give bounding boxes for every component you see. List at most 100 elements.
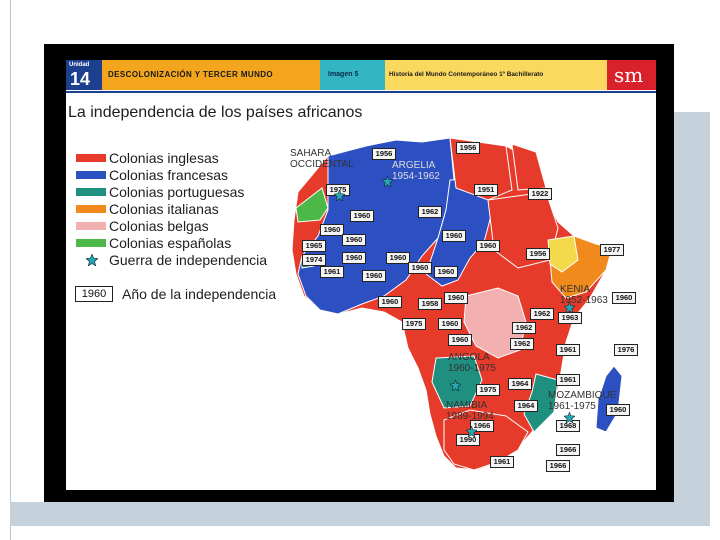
year-box: 1960 <box>444 292 468 304</box>
region-namibia: NAMIBIA 1989-1994 <box>446 400 494 422</box>
year-box: 1922 <box>528 188 552 200</box>
war-star-icon <box>450 380 461 391</box>
region-name: ANGOLA <box>448 352 490 363</box>
unit-badge: Unidad 14 <box>66 60 102 90</box>
unit-number: 14 <box>70 69 91 89</box>
war-star-icon <box>334 190 345 201</box>
year-box: 1960 <box>378 296 402 308</box>
region-dates: 1960-1975 <box>448 363 496 374</box>
year-box: 1960 <box>438 318 462 330</box>
year-box: 1964 <box>514 400 538 412</box>
map-title: La independencia de los países africanos <box>68 104 363 121</box>
region-name: MOZAMBIQUE <box>548 390 617 401</box>
year-box: 1960 <box>612 292 636 304</box>
year-box: 1990 <box>456 434 480 446</box>
region-name: NAMIBIA <box>446 400 488 411</box>
year-box: 1960 <box>434 266 458 278</box>
legend-swatch <box>76 188 106 196</box>
year-box: 1962 <box>418 206 442 218</box>
region-name: OCCIDENTAL <box>290 159 354 170</box>
year-box: 1961 <box>490 456 514 468</box>
slide-background-band <box>668 112 710 502</box>
image-label-banner: Imagen 5 <box>320 60 385 90</box>
course-text: Historia del Mundo Contemporáneo 1º Bach… <box>389 71 544 78</box>
region-sahara: SAHARA OCCIDENTAL <box>290 148 354 170</box>
year-box: 1960 <box>350 210 374 222</box>
year-key-label: Año de la independencia <box>122 286 277 302</box>
war-star-icon <box>564 302 575 313</box>
region-dates: 1952-1963 <box>560 295 608 306</box>
year-box: 1960 <box>320 224 344 236</box>
legend-label: Colonias belgas <box>109 218 209 234</box>
year-box: 1966 <box>556 444 580 456</box>
year-box: 1960 <box>342 234 366 246</box>
year-box: 1965 <box>302 240 326 252</box>
unit-label: Unidad <box>69 62 90 68</box>
year-box: 1960 <box>408 262 432 274</box>
legend-swatch <box>76 239 106 247</box>
year-box: 1962 <box>512 322 536 334</box>
year-box: 1975 <box>402 318 426 330</box>
year-box: 1974 <box>302 254 326 266</box>
course-banner: Historia del Mundo Contemporáneo 1º Bach… <box>385 60 607 90</box>
region-angola: ANGOLA 1960-1975 <box>448 352 496 374</box>
year-box: 1966 <box>546 460 570 472</box>
year-box: 1976 <box>614 344 638 356</box>
year-box: 1951 <box>474 184 498 196</box>
year-box: 1956 <box>456 142 480 154</box>
year-box: 1960 <box>448 334 472 346</box>
region-dates: 1961-1975 <box>548 401 596 412</box>
region-name: ARGELIA <box>392 160 436 171</box>
war-star-icon <box>564 412 575 423</box>
topic-banner: DESCOLONIZACIÓN Y TERCER MUNDO <box>102 60 320 90</box>
year-box: 1958 <box>418 298 442 310</box>
year-box: 1960 <box>442 230 466 242</box>
year-box: 1960 <box>342 252 366 264</box>
slide-frame-line <box>10 0 11 540</box>
year-box: 1961 <box>556 374 580 386</box>
year-box: 1964 <box>508 378 532 390</box>
slide-image: Unidad 14 DESCOLONIZACIÓN Y TERCER MUNDO… <box>66 60 656 490</box>
region-mozambique: MOZAMBIQUE 1961-1975 <box>548 390 616 412</box>
year-box: 1966 <box>470 420 494 432</box>
legend-swatch <box>76 222 106 230</box>
legend-swatch <box>76 154 106 162</box>
legend-label: Colonias italianas <box>109 201 219 217</box>
region-argelia: ARGELIA 1954-1962 <box>392 160 440 182</box>
war-star-icon <box>86 254 98 266</box>
region-kenia: KENIA 1952-1963 <box>560 284 608 306</box>
year-box: 1977 <box>600 244 624 256</box>
publisher-logo: sm <box>607 60 656 90</box>
slide-background-footer <box>10 502 710 526</box>
logo-text: sm <box>614 63 644 87</box>
spanish-sahara <box>295 187 329 223</box>
year-box: 1960 <box>362 270 386 282</box>
year-box: 1962 <box>510 338 534 350</box>
legend-label: Guerra de independencia <box>109 252 268 268</box>
war-star-icon <box>466 426 477 437</box>
legend-label: Colonias francesas <box>109 167 229 183</box>
year-box: 1961 <box>556 344 580 356</box>
ethiopia-region <box>547 235 579 273</box>
year-box: 1963 <box>558 312 582 324</box>
portuguese-angola <box>431 355 483 409</box>
year-box: 1961 <box>320 266 344 278</box>
year-box: 1962 <box>530 308 554 320</box>
legend-label: Colonias inglesas <box>109 150 219 166</box>
year-box: 1960 <box>606 404 630 416</box>
legend-label: Colonias españolas <box>109 235 232 251</box>
region-name: KENIA <box>560 284 591 295</box>
year-box: 1960 <box>386 252 410 264</box>
year-box: 1956 <box>372 148 396 160</box>
region-name: SAHARA <box>290 148 332 159</box>
topic-text: DESCOLONIZACIÓN Y TERCER MUNDO <box>108 70 274 79</box>
legend-label: Colonias portuguesas <box>109 184 245 200</box>
image-label: Imagen 5 <box>328 71 359 78</box>
year-box: 1956 <box>526 248 550 260</box>
header-rule <box>66 91 656 93</box>
legend-swatch <box>76 205 106 213</box>
year-box: 1975 <box>476 384 500 396</box>
egypt-region <box>511 143 547 191</box>
war-star-icon <box>382 176 393 187</box>
region-dates: 1989-1994 <box>446 411 494 422</box>
